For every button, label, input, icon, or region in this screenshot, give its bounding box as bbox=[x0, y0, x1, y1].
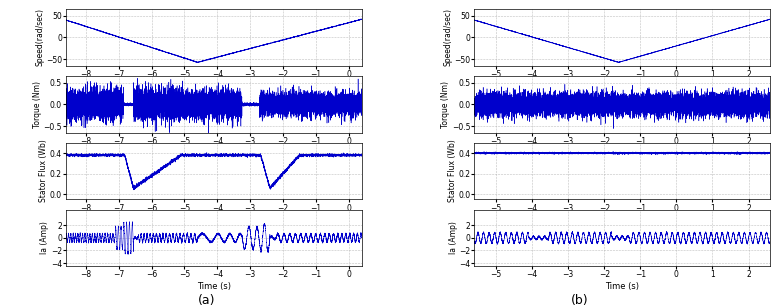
Y-axis label: Speed(rad/sec): Speed(rad/sec) bbox=[36, 9, 44, 66]
X-axis label: Time (s): Time (s) bbox=[605, 282, 640, 291]
Y-axis label: Stator Flux (Wb): Stator Flux (Wb) bbox=[40, 140, 48, 203]
Text: (a): (a) bbox=[198, 294, 215, 306]
Y-axis label: Ia (Amp): Ia (Amp) bbox=[449, 222, 457, 254]
Y-axis label: Torque (Nm): Torque (Nm) bbox=[33, 81, 42, 128]
Y-axis label: Ia (Amp): Ia (Amp) bbox=[40, 222, 49, 254]
Y-axis label: Stator Flux (Wb): Stator Flux (Wb) bbox=[447, 140, 457, 203]
Y-axis label: Speed(rad/sec): Speed(rad/sec) bbox=[443, 9, 453, 66]
X-axis label: Time (s): Time (s) bbox=[197, 282, 231, 291]
Y-axis label: Torque (Nm): Torque (Nm) bbox=[441, 81, 450, 128]
Text: (b): (b) bbox=[571, 294, 588, 306]
